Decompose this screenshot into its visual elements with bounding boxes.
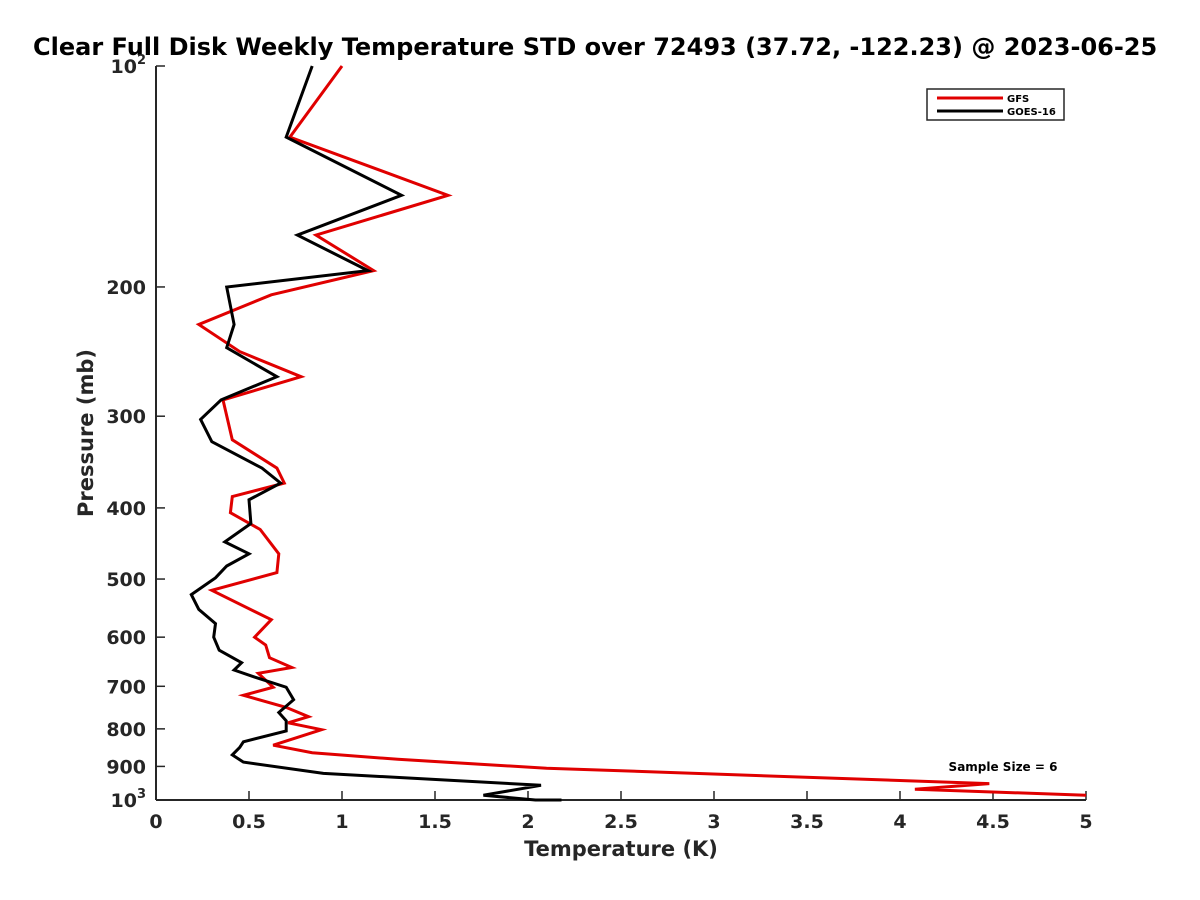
x-tick-label: 3 xyxy=(707,811,720,833)
y-axis-label: Pressure (mb) xyxy=(74,349,98,517)
x-tick-label: 1.5 xyxy=(418,811,452,833)
chart-title: Clear Full Disk Weekly Temperature STD o… xyxy=(33,33,1157,61)
x-tick-label: 5 xyxy=(1079,811,1092,833)
legend-box xyxy=(926,88,1065,121)
y-tick-exponent: 2 xyxy=(137,53,146,68)
y-tick-base: 10 xyxy=(111,790,137,812)
y-tick-label: 600 xyxy=(106,627,146,649)
y-tick-label: 300 xyxy=(106,406,146,428)
x-ticks: 0 0.5 1 1.5 2 2.5 3 3.5 4 4.5 5 xyxy=(149,791,1093,833)
x-tick-label: 4 xyxy=(893,811,906,833)
plot-area xyxy=(155,66,1086,801)
x-tick-label: 0 xyxy=(149,811,162,833)
x-tick-label: 2 xyxy=(521,811,534,833)
series-line-goes-16 xyxy=(189,65,562,802)
legend-label: GFS xyxy=(1007,94,1029,105)
x-tick-label: 3.5 xyxy=(790,811,824,833)
x-tick-label: 0.5 xyxy=(232,811,266,833)
y-tick-base: 10 xyxy=(111,56,137,78)
series-line-gfs xyxy=(195,65,1087,797)
legend: GFS GOES-16 xyxy=(926,88,1065,121)
y-tick-label: 400 xyxy=(106,498,146,520)
y-tick-label: 800 xyxy=(106,719,146,741)
x-tick-label: 1 xyxy=(335,811,348,833)
y-tick-exponent: 3 xyxy=(137,787,146,802)
y-tick-label: 500 xyxy=(106,569,146,591)
x-tick-label: 4.5 xyxy=(976,811,1010,833)
y-tick-label: 900 xyxy=(106,756,146,778)
x-axis-label: Temperature (K) xyxy=(524,837,718,861)
y-tick-label: 103 xyxy=(111,787,147,812)
y-tick-label: 700 xyxy=(106,676,146,698)
sample-size-annotation: Sample Size = 6 xyxy=(949,760,1058,774)
y-tick-label: 102 xyxy=(111,53,147,78)
series-layer xyxy=(189,65,1087,802)
x-tick-label: 2.5 xyxy=(604,811,638,833)
legend-label: GOES-16 xyxy=(1007,107,1056,118)
y-tick-label: 200 xyxy=(106,277,146,299)
